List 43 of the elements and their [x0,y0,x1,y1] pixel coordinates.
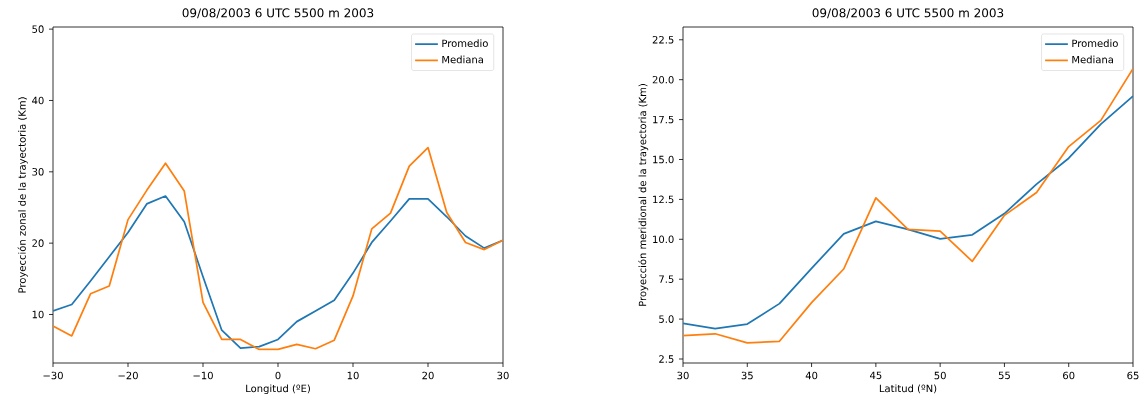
y-tick-label: 20.0 [652,75,674,84]
x-tick-label: −20 [118,371,138,380]
y-tick-label: 10.0 [653,235,674,244]
legend-label: Mediana [1072,55,1114,64]
legend-label: Promedio [442,39,488,48]
y-tick-label: 5.0 [659,315,674,323]
x-tick-label: 50 [934,371,946,380]
line-series [53,195,504,349]
x-tick-label: 30 [497,371,509,380]
y-tick-label: 2.5 [659,355,674,363]
y-tick-label: 10 [32,310,44,319]
x-tick-label: −10 [193,371,213,380]
x-tick-label: 20 [422,371,434,380]
y-tick-label: 40 [32,96,44,105]
x-axis-title: Latitud (ºN) [879,384,937,394]
x-tick-label: 0 [275,371,281,380]
y-tick-label: 12.5 [653,195,674,204]
x-tick-label: 65 [1127,371,1139,380]
line-series [53,146,504,351]
x-tick-label: 35 [741,371,753,380]
line-series [683,67,1133,344]
y-tick-label: 22.5 [652,35,674,44]
x-axis-title: Longitud (ºE) [246,384,310,395]
y-axis-title: Proyección meridional de la trayectoria (Km) [638,84,649,306]
legend-label: Promedio [1072,39,1118,48]
x-tick-label: −30 [43,371,63,380]
y-axis-title: Proyección zonal de la trayectoria (Km) [17,97,28,293]
y-tick-label: 17.5 [653,115,674,124]
legend-label: Mediana [442,55,484,64]
x-tick-label: 40 [805,371,818,380]
x-tick-label: 55 [998,371,1010,380]
y-tick-label: 50 [32,25,44,33]
x-tick-label: 10 [347,371,359,380]
x-tick-label: 30 [677,371,689,380]
y-tick-label: 15.0 [653,155,674,164]
y-tick-label: 30 [32,168,44,176]
chart-title: 09/08/2003 6 UTC 5500 m 2003 [812,8,1004,19]
y-tick-label: 7.5 [659,275,674,283]
line-series [683,95,1133,330]
x-tick-label: 45 [869,371,882,380]
x-tick-label: 60 [1063,371,1075,380]
y-tick-label: 20 [32,239,44,247]
chart-title: 09/08/2003 6 UTC 5500 m 2003 [182,8,374,19]
